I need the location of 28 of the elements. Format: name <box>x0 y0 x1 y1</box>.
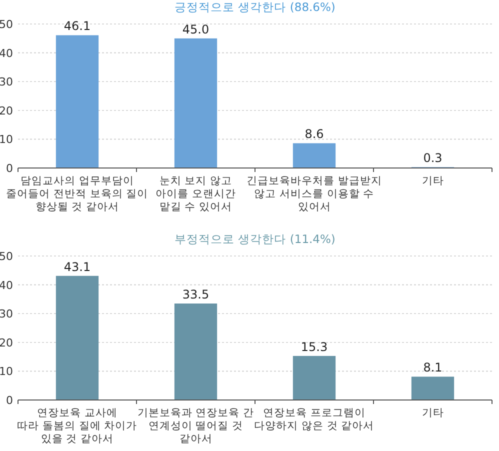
data-label: 8.1 <box>423 360 442 375</box>
x-tick-label: 연장보육 교사에 따라 돌봄의 질에 차이가 있을 것 같아서 <box>17 407 138 445</box>
y-tick-label: 30 <box>0 76 13 89</box>
y-tick-label: 10 <box>0 133 13 146</box>
x-tick-label: 긴급보육바우처를 발급받지 않고 서비스를 이용할 수 있어서 <box>246 175 382 213</box>
x-tick-label: 기타 <box>422 407 444 419</box>
data-label: 46.1 <box>64 19 91 34</box>
y-tick-label: 10 <box>0 365 13 378</box>
x-tick-label: 기타 <box>422 175 444 187</box>
data-label: 0.3 <box>423 151 442 166</box>
x-tick-label: 연장보육 프로그램이 다양하지 않은 것 같아서 <box>254 407 374 432</box>
x-tick-label: 담임교사의 업무부담이 줄어들어 전반적 보육의 질이 향상될 것 같아서 <box>6 175 148 213</box>
data-label: 15.3 <box>300 340 328 354</box>
y-tick-label: 20 <box>0 336 13 350</box>
y-tick-label: 30 <box>0 308 13 321</box>
chart-title: 긍정적으로 생각한다 (88.6%) <box>174 0 336 14</box>
data-label: 45.0 <box>182 22 210 36</box>
data-label: 33.5 <box>182 288 210 302</box>
x-tick-label: 기본보육과 연장보육 간 연계성이 떨어질 것 같아서 <box>137 407 254 445</box>
y-tick-label: 50 <box>0 18 13 31</box>
y-tick-label: 20 <box>0 104 13 118</box>
data-label: 8.6 <box>304 127 324 142</box>
y-tick-label: 50 <box>0 250 13 263</box>
y-tick-label: 0 <box>6 162 13 175</box>
y-tick-label: 0 <box>6 394 13 407</box>
x-tick-label: 눈치 보지 않고 아이를 오랜시간 맡길 수 있어서 <box>156 175 236 213</box>
chart-title: 부정적으로 생각한다 (11.4%) <box>174 232 336 246</box>
data-label: 43.1 <box>64 260 91 274</box>
